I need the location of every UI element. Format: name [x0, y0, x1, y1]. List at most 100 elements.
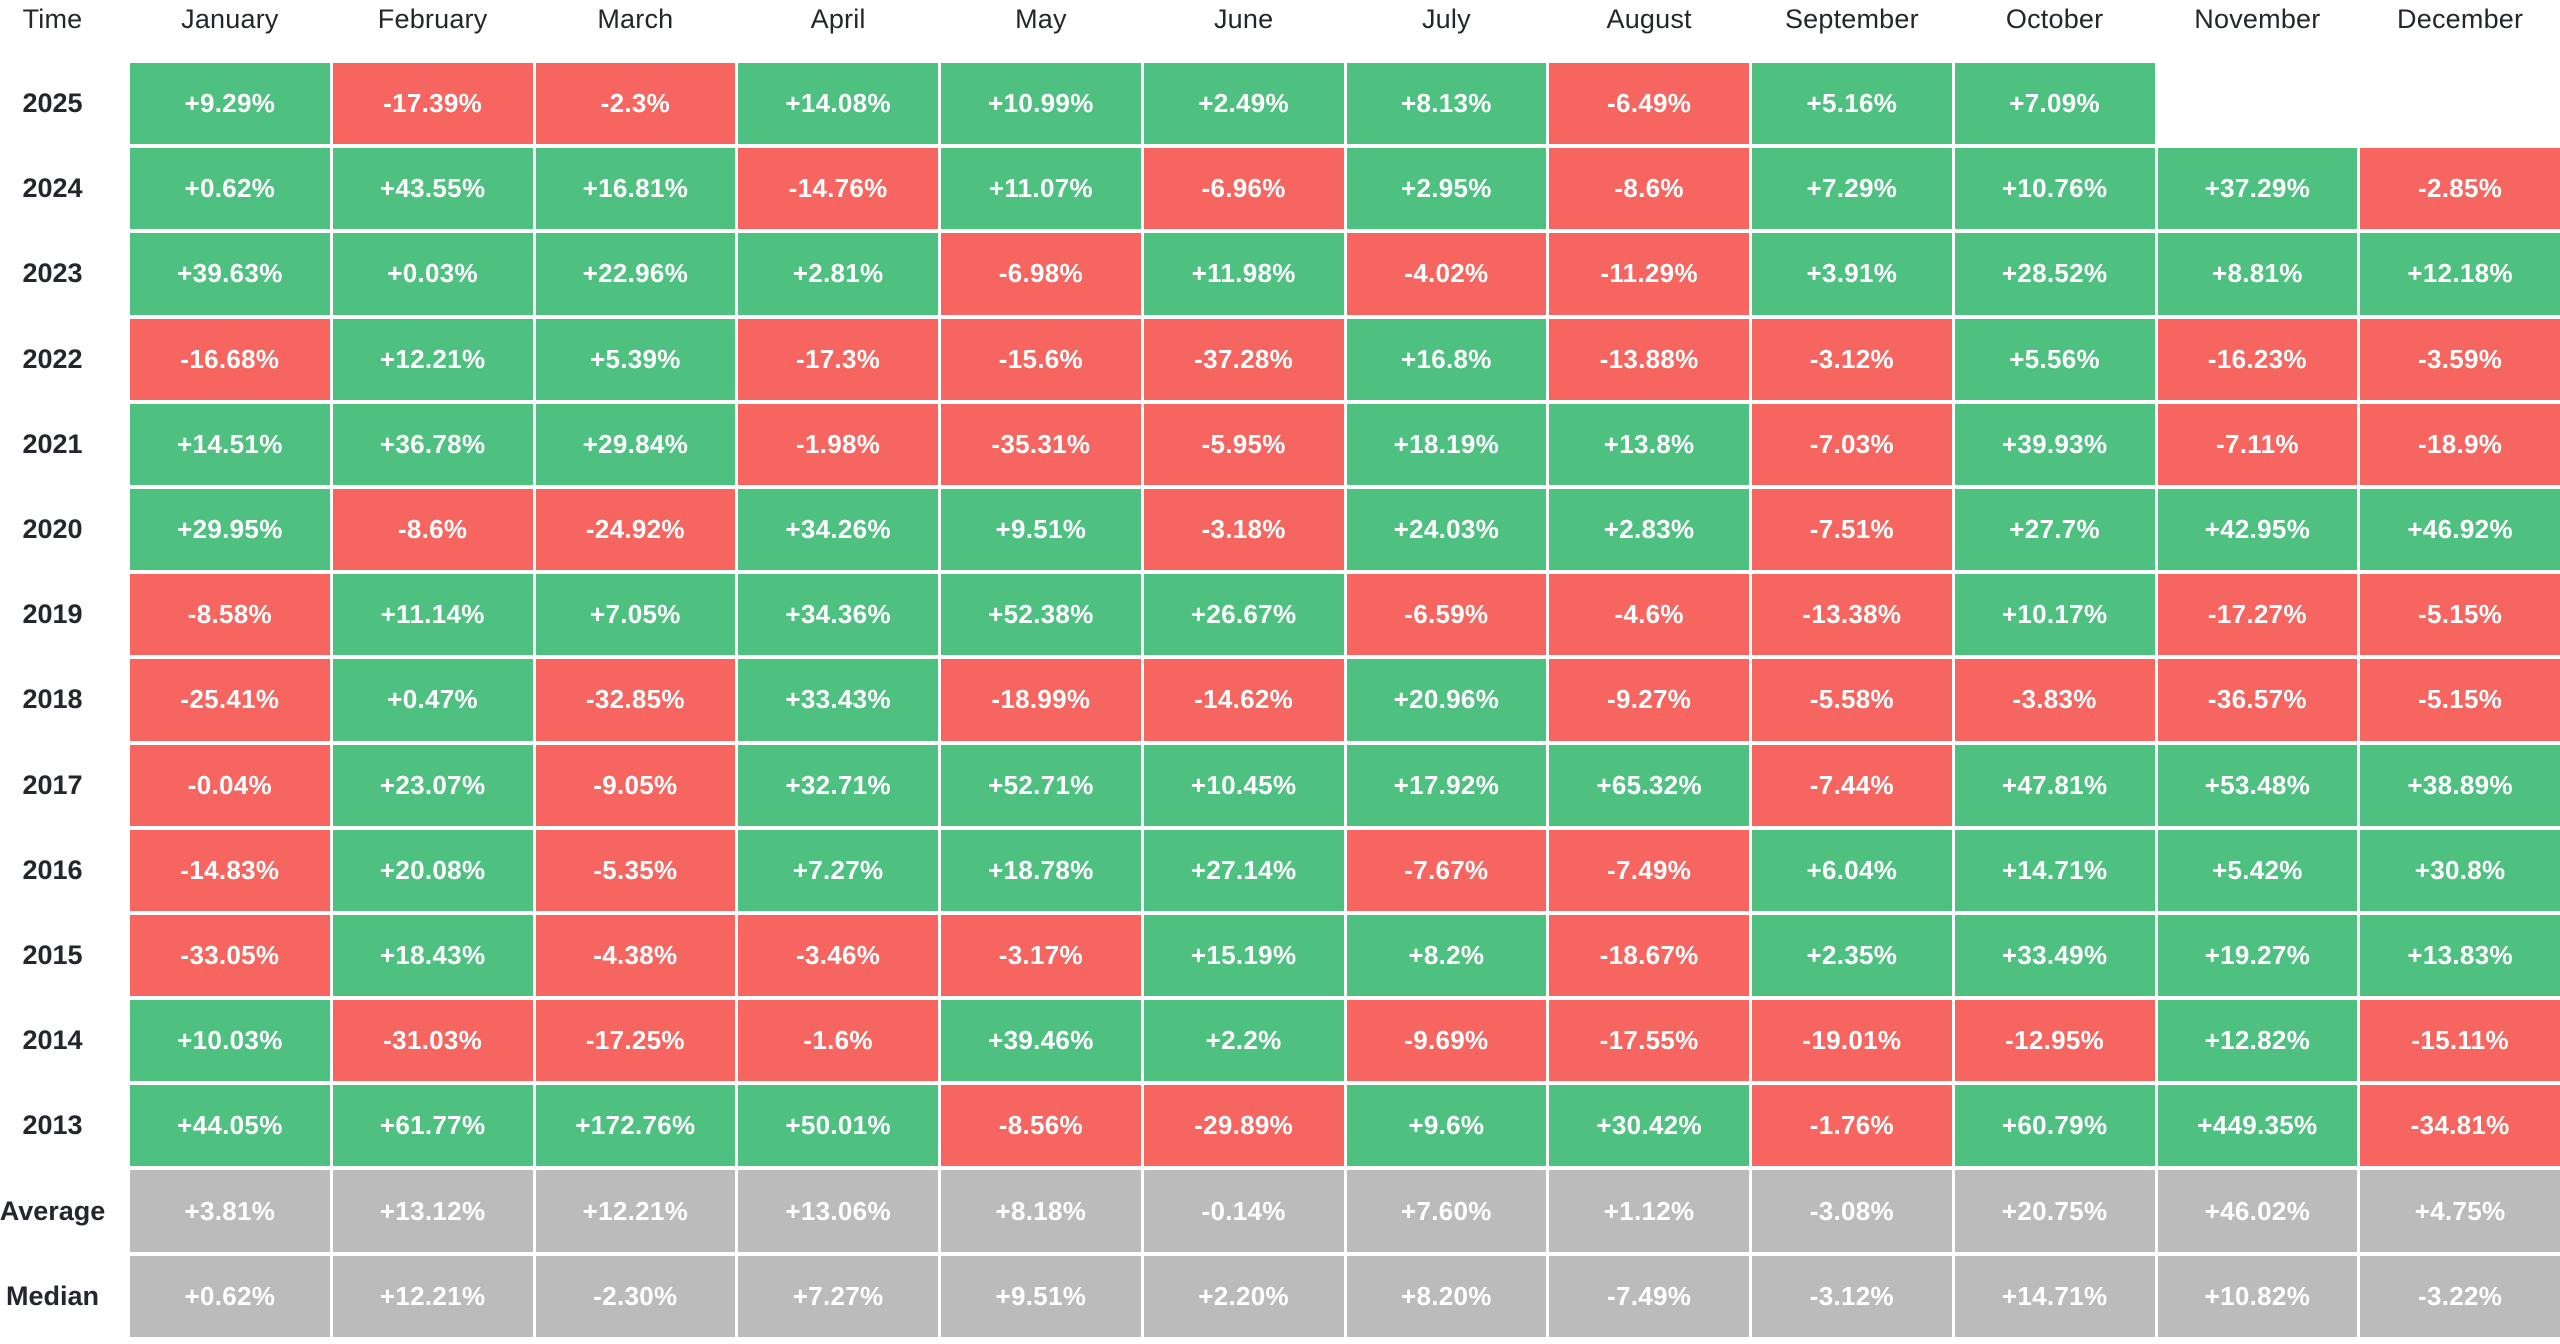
- heatmap-cell: -18.99%: [941, 659, 1141, 741]
- heatmap-cell: -31.03%: [332, 1000, 533, 1082]
- heatmap-cell: +53.48%: [2157, 744, 2358, 826]
- row-label-2021: 2021: [22, 428, 83, 459]
- heatmap-cell: +11.07%: [941, 148, 1141, 230]
- heatmap-cell: -4.38%: [535, 914, 736, 997]
- heatmap-cell: -7.03%: [1752, 403, 1952, 485]
- month-header-june: June: [1213, 4, 1274, 34]
- row-label-median: Median: [5, 1280, 99, 1311]
- heatmap-cell: +5.16%: [1752, 63, 1952, 145]
- row-label-2019: 2019: [22, 599, 83, 630]
- heatmap-cell: +7.05%: [535, 574, 736, 656]
- heatmap-cell: +30.42%: [1549, 1085, 1749, 1167]
- heatmap-cell: -5.95%: [1143, 403, 1344, 485]
- heatmap-cell: +2.49%: [1143, 63, 1344, 145]
- heatmap-cell: +33.49%: [1954, 914, 2155, 997]
- heatmap-cell: -3.18%: [1143, 488, 1344, 571]
- row-label-2020: 2020: [22, 514, 83, 545]
- heatmap-cell: +2.83%: [1549, 488, 1749, 571]
- heatmap-cell: -17.25%: [535, 1000, 736, 1082]
- month-header-april: April: [810, 4, 866, 34]
- heatmap-cell: +37.29%: [2157, 148, 2358, 230]
- heatmap-cell: -3.46%: [738, 914, 938, 997]
- heatmap-cell: +2.35%: [1752, 914, 1952, 997]
- heatmap-cell: -13.38%: [1752, 574, 1952, 656]
- month-header-july: July: [1421, 4, 1471, 34]
- heatmap-cell: +6.04%: [1752, 829, 1952, 911]
- heatmap-cell: +7.29%: [1752, 148, 1952, 230]
- heatmap-cell: +14.51%: [130, 403, 330, 485]
- heatmap-cell: -24.92%: [535, 488, 736, 571]
- heatmap-cell: -14.83%: [130, 829, 330, 911]
- heatmap-cell: -3.83%: [1954, 659, 2155, 741]
- heatmap-cell: +10.03%: [130, 1000, 330, 1082]
- heatmap-cell: +2.81%: [738, 233, 938, 315]
- heatmap-cell: -8.6%: [1549, 148, 1749, 230]
- heatmap-cell: -0.04%: [130, 744, 330, 826]
- heatmap-cell: +12.21%: [332, 318, 533, 400]
- heatmap-cell: +47.81%: [1954, 744, 2155, 826]
- heatmap-cell: [2360, 63, 2560, 144]
- heatmap-cell: -5.35%: [535, 829, 736, 911]
- row-label-average: Average: [0, 1195, 106, 1226]
- heatmap-cell: +10.76%: [1954, 148, 2155, 230]
- heatmap-cell: +2.20%: [1143, 1255, 1344, 1337]
- month-header-september: September: [1784, 4, 1919, 34]
- heatmap-cell: -35.31%: [941, 403, 1141, 485]
- heatmap-cell: -6.49%: [1549, 63, 1749, 145]
- heatmap-cell: -32.85%: [535, 659, 736, 741]
- heatmap-cell: +10.82%: [2157, 1255, 2358, 1337]
- heatmap-cell: +5.42%: [2157, 829, 2358, 911]
- heatmap-cell: +0.62%: [130, 1255, 330, 1337]
- heatmap-cell: +0.62%: [130, 148, 330, 230]
- heatmap-cell: -7.49%: [1549, 1255, 1749, 1337]
- row-label-2016: 2016: [22, 854, 83, 885]
- heatmap-cell: -6.59%: [1346, 574, 1547, 656]
- heatmap-cell: -15.11%: [2360, 1000, 2560, 1082]
- heatmap-cell: +18.19%: [1346, 403, 1547, 485]
- row-label-2017: 2017: [22, 769, 83, 800]
- heatmap-cell: +8.18%: [941, 1170, 1141, 1252]
- heatmap-cell: +12.21%: [535, 1170, 736, 1252]
- heatmap-cell: +0.47%: [332, 659, 533, 741]
- heatmap-cell: +27.14%: [1143, 829, 1344, 911]
- heatmap-cell: +10.17%: [1954, 574, 2155, 656]
- heatmap-cell: [2158, 63, 2358, 144]
- heatmap-cell: +8.2%: [1346, 914, 1547, 997]
- heatmap-cell: +23.07%: [332, 744, 533, 826]
- heatmap-cell: +65.32%: [1549, 744, 1749, 826]
- heatmap-cell: +38.89%: [2360, 744, 2560, 826]
- heatmap-cell: -3.59%: [2360, 318, 2560, 400]
- heatmap-cell: +27.7%: [1954, 488, 2155, 571]
- heatmap-cell: +30.8%: [2360, 829, 2560, 911]
- row-label-2018: 2018: [22, 684, 83, 715]
- row-label-2014: 2014: [22, 1025, 83, 1056]
- heatmap-cell: -3.17%: [941, 914, 1141, 997]
- row-label-2013: 2013: [22, 1110, 83, 1141]
- month-header-march: March: [597, 4, 674, 34]
- heatmap-cell: -1.6%: [738, 1000, 938, 1082]
- heatmap-cell: +2.95%: [1346, 148, 1547, 230]
- row-label-2024: 2024: [22, 173, 83, 204]
- heatmap-cell: +7.27%: [738, 829, 938, 911]
- heatmap-cell: -8.58%: [130, 574, 330, 656]
- heatmap-cell: -19.01%: [1752, 1000, 1952, 1082]
- month-header-may: May: [1015, 4, 1067, 34]
- heatmap-cell: +172.76%: [535, 1085, 736, 1167]
- heatmap-cell: +7.60%: [1346, 1170, 1547, 1252]
- heatmap-cell: +17.92%: [1346, 744, 1547, 826]
- heatmap-cell: +52.71%: [941, 744, 1141, 826]
- heatmap-cell: +44.05%: [130, 1085, 330, 1167]
- heatmap-cell: -7.51%: [1752, 488, 1952, 571]
- heatmap-cell: +10.99%: [941, 63, 1141, 145]
- heatmap-cell: -2.85%: [2360, 148, 2560, 230]
- heatmap-cell: +12.82%: [2157, 1000, 2358, 1082]
- heatmap-cell: -13.88%: [1549, 318, 1749, 400]
- heatmap-cell: +43.55%: [332, 148, 533, 230]
- heatmap-cell: +15.19%: [1143, 914, 1344, 997]
- heatmap-cell: -14.76%: [738, 148, 938, 230]
- heatmap-cell: -17.39%: [332, 63, 533, 145]
- heatmap-cell: +36.78%: [332, 403, 533, 485]
- heatmap-cell: +13.8%: [1549, 403, 1749, 485]
- month-header-august: August: [1606, 4, 1692, 34]
